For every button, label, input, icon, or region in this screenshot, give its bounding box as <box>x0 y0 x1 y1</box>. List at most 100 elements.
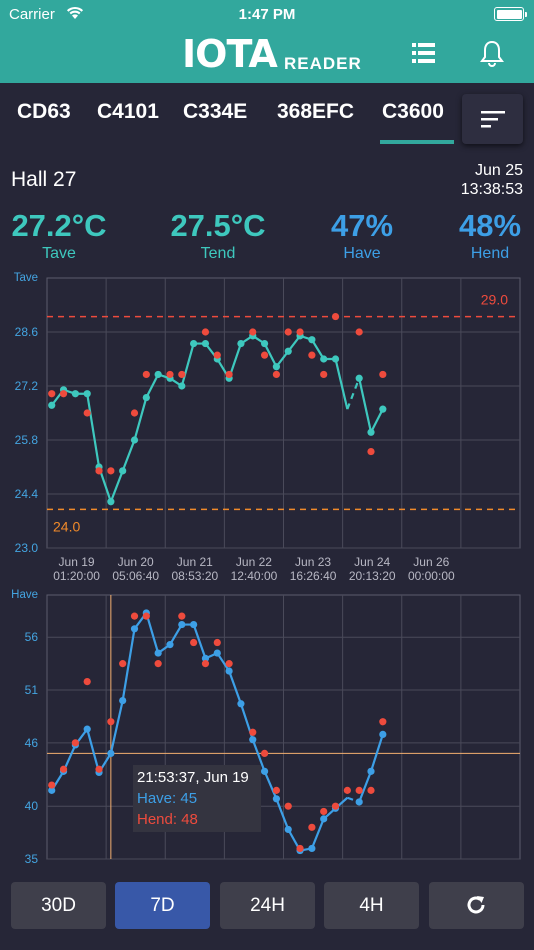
data-point <box>95 765 103 773</box>
tab-cd63[interactable]: CD63 <box>17 100 71 123</box>
y-tick-label: 23.0 <box>15 541 39 555</box>
tab-368efc[interactable]: 368EFC <box>277 100 355 123</box>
data-point <box>249 328 257 336</box>
x-tick-label: 20:13:20 <box>349 569 396 583</box>
data-point <box>284 347 292 355</box>
y-tick-label: 28.6 <box>15 325 39 339</box>
metric-hend: 48% Hend <box>425 208 534 264</box>
x-tick-label: 05:06:40 <box>112 569 159 583</box>
y-tick-label: 40 <box>25 799 39 813</box>
range-24h-button[interactable]: 24H <box>220 882 315 929</box>
tooltip-hend: Hend: 48 <box>137 811 198 828</box>
data-point <box>130 612 139 620</box>
wifi-icon <box>67 6 83 19</box>
metric-tave-value: 27.2°C <box>11 208 107 243</box>
humidity-chart[interactable]: 35 40 46 51 56 Have <box>0 585 534 875</box>
range-30d-button[interactable]: 30D <box>11 882 106 929</box>
selected-tab-indicator <box>380 140 454 144</box>
metric-have-value: 47% <box>330 208 394 243</box>
data-point <box>83 725 91 733</box>
bell-icon[interactable] <box>480 40 504 68</box>
data-point <box>154 649 162 657</box>
data-point <box>296 844 304 853</box>
x-tick-label: 12:40:00 <box>231 569 278 583</box>
data-point <box>320 807 328 816</box>
data-point <box>355 798 363 806</box>
range-7d-button[interactable]: 7D <box>115 882 210 929</box>
data-point <box>367 428 375 436</box>
data-point <box>213 351 221 359</box>
data-point <box>379 718 387 726</box>
chart-tooltip: 21:53:37, Jun 19 Have: 45 Hend: 48 <box>133 765 261 832</box>
data-point <box>178 620 186 629</box>
data-point <box>308 351 316 359</box>
x-tick-label: Jun 22 <box>236 555 272 569</box>
data-point <box>95 467 103 475</box>
x-tick-label: 00:00:00 <box>408 569 455 583</box>
x-tick-label: Jun 26 <box>413 555 449 569</box>
data-point <box>178 370 186 379</box>
data-point <box>272 786 281 794</box>
x-tick-label: Jun 24 <box>354 555 390 569</box>
last-reading-timestamp: Jun 25 13:38:53 <box>461 161 523 199</box>
data-point <box>225 667 233 675</box>
data-point <box>59 390 68 398</box>
device-location: Hall 27 <box>11 168 77 191</box>
data-point <box>225 370 233 379</box>
data-point <box>237 700 245 708</box>
data-point <box>107 749 115 758</box>
y-tick-label: 56 <box>25 630 39 644</box>
data-point <box>130 625 139 633</box>
data-point <box>284 328 292 336</box>
metric-tend-label: Tend <box>200 245 236 262</box>
data-point <box>249 736 257 744</box>
data-point <box>48 390 56 398</box>
data-point <box>237 339 245 348</box>
data-point <box>272 363 281 371</box>
data-point <box>178 612 186 620</box>
tooltip-header: 21:53:37, Jun 19 <box>137 769 249 786</box>
data-point <box>331 802 340 810</box>
sensor-tabs: CD63 C4101 C334E 368EFC C3600 <box>0 83 534 145</box>
data-point <box>48 401 56 409</box>
data-point <box>142 370 150 379</box>
y-axis-label: Have <box>11 589 38 601</box>
app-header: Carrier 1:47 PM IOTA READER <box>0 0 534 83</box>
data-point <box>308 336 316 344</box>
data-point <box>83 677 91 686</box>
data-point <box>355 786 363 794</box>
reading-time: 13:38:53 <box>460 181 523 198</box>
data-point <box>119 697 127 705</box>
range-4h-button[interactable]: 4H <box>324 882 419 929</box>
data-point <box>107 498 115 506</box>
data-point <box>308 844 316 853</box>
tab-c334e[interactable]: C334E <box>183 100 248 123</box>
tab-c3600[interactable]: C3600 <box>382 100 444 123</box>
data-point <box>308 823 316 831</box>
series-gap-line <box>346 377 361 410</box>
metric-hend-value: 48% <box>458 208 522 243</box>
y-tick-label: 51 <box>25 683 39 697</box>
list-icon[interactable] <box>412 43 435 63</box>
data-point <box>154 370 162 379</box>
y-axis-label: Tave <box>14 272 38 284</box>
data-point <box>83 390 91 398</box>
y-tick-label: 25.8 <box>15 433 39 447</box>
tab-c4101[interactable]: C4101 <box>97 100 159 123</box>
y-tick-label: 46 <box>25 736 39 750</box>
data-point <box>367 767 375 775</box>
data-point <box>320 815 328 823</box>
metric-hend-label: Hend <box>470 245 510 262</box>
y-tick-label: 24.4 <box>15 487 39 501</box>
data-point <box>119 467 127 475</box>
sort-button[interactable] <box>462 94 523 144</box>
data-point <box>367 447 375 456</box>
metric-have: 47% Have <box>297 208 427 264</box>
data-point <box>320 370 328 379</box>
data-point <box>225 660 233 668</box>
data-point <box>343 786 351 794</box>
refresh-button[interactable] <box>429 882 524 929</box>
data-point <box>379 370 387 379</box>
data-point <box>201 654 210 662</box>
